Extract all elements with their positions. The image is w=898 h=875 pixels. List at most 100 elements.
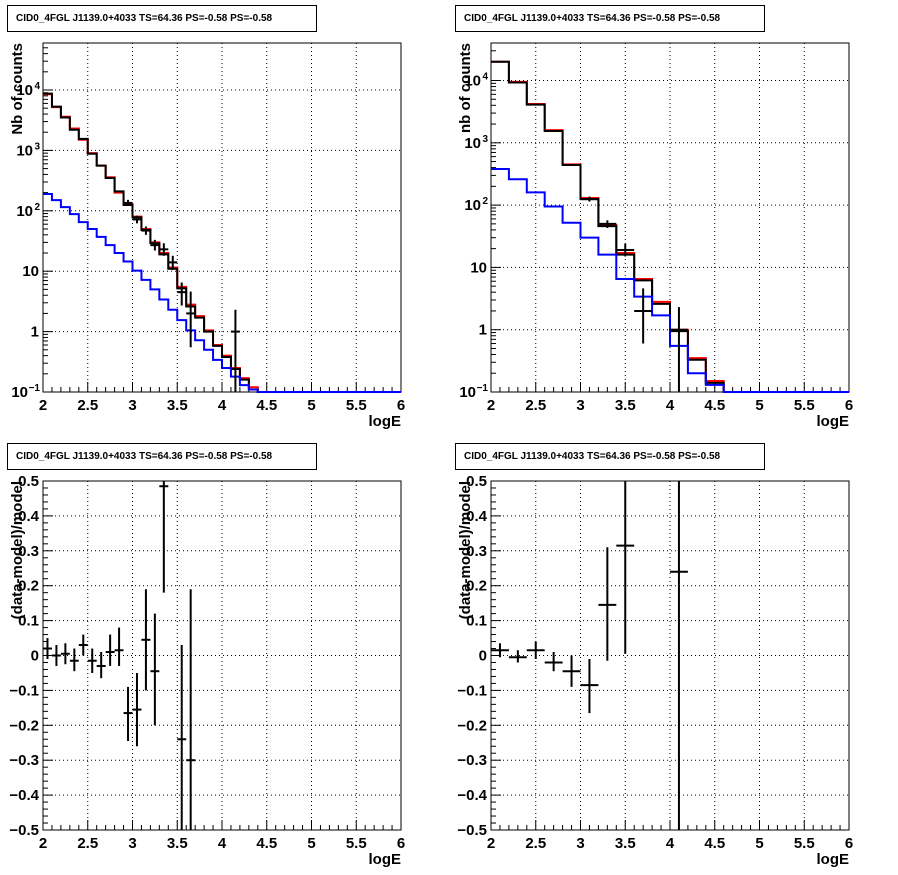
chart-panel: 2 2.5 3 3.5 4 4.5 5 5.5 6 −0.5 −0.4 −0.3 −0.2 −0.1 0 0.…: [457, 473, 853, 868]
y-tick-label-exponent: 4: [482, 72, 488, 83]
x-tick-label: 4: [666, 835, 675, 852]
data-point: [60, 643, 70, 665]
data-point: [87, 648, 97, 673]
y-tick-label: 0.4: [466, 508, 488, 525]
data-point: [69, 648, 79, 672]
x-tick-label: 4.5: [704, 397, 725, 414]
data-point: [670, 481, 688, 830]
x-tick-label: 3.5: [167, 835, 188, 852]
data-point: [123, 686, 133, 742]
y-tick-label-exponent: −1: [29, 383, 41, 394]
data-point: [616, 481, 635, 654]
data-point: [580, 658, 599, 714]
data-point: [508, 650, 527, 663]
data-point: [670, 307, 688, 392]
x-tick-label: 3.5: [615, 835, 636, 852]
y-tick-label: 0: [479, 648, 487, 665]
data-point: [132, 215, 142, 224]
data-point: [177, 645, 187, 830]
y-tick-label: 0.4: [18, 508, 40, 525]
x-tick-label: 2.5: [77, 835, 98, 852]
y-tick-label: 0.2: [18, 578, 39, 595]
x-tick-label: 3: [128, 835, 136, 852]
x-tick-label: 2.5: [525, 835, 546, 852]
y-tick-label: 0.1: [466, 613, 487, 630]
y-tick-label-exponent: 3: [34, 141, 40, 152]
data-point: [168, 255, 178, 270]
y-tick-label: 1: [31, 324, 39, 341]
panel-title: CID0_4FGL J1139.0+4033 TS=64.36 PS=-0.58…: [455, 443, 765, 470]
x-tick-label: 4.5: [256, 835, 277, 852]
data-point: [159, 481, 169, 593]
y-tick-label: 0.3: [466, 543, 487, 560]
y-tick-label-exponent: 3: [482, 134, 488, 145]
y-tick-label: 10: [464, 73, 481, 90]
series-line: [43, 192, 401, 393]
series-line: [43, 92, 401, 393]
data-point: [159, 243, 169, 256]
x-tick-label: 4.5: [704, 835, 725, 852]
y-tick-label-exponent: 2: [34, 202, 40, 213]
data-point: [616, 243, 635, 257]
data-point: [150, 613, 160, 726]
y-tick-label: 0: [31, 648, 39, 665]
data-point: [491, 643, 509, 658]
x-tick-label: 4.5: [256, 397, 277, 414]
y-tick-label: 10: [16, 142, 33, 159]
y-tick-label-exponent: 4: [34, 81, 40, 92]
x-tick-label: 2: [39, 835, 47, 852]
y-axis-title: Nb of counts: [9, 43, 26, 135]
series-line: [491, 167, 849, 393]
y-tick-label: 1: [479, 322, 487, 339]
x-tick-label: 6: [845, 397, 853, 414]
x-tick-label: 5: [307, 397, 315, 414]
x-tick-label: 5: [755, 835, 763, 852]
y-tick-label: 0.3: [18, 543, 39, 560]
y-tick-label: −0.4: [457, 787, 487, 804]
data-point: [230, 309, 240, 392]
data-point: [123, 199, 133, 207]
data-point: [562, 655, 581, 687]
x-tick-label: 3.5: [615, 397, 636, 414]
y-tick-label: 10: [470, 259, 487, 276]
data-point: [150, 239, 160, 251]
panel-title: CID0_4FGL J1139.0+4033 TS=64.36 PS=-0.58…: [455, 5, 765, 32]
x-tick-label: 2: [487, 835, 495, 852]
x-tick-label: 5: [307, 835, 315, 852]
y-tick-label: 0.5: [466, 473, 487, 490]
x-tick-label: 2: [487, 397, 495, 414]
y-tick-label: −0.2: [9, 717, 39, 734]
x-axis-title: logE: [369, 413, 402, 430]
x-axis-title: logE: [369, 851, 402, 868]
panel-title: CID0_4FGL J1139.0+4033 TS=64.36 PS=-0.58…: [7, 443, 317, 470]
y-axis-title: (data-model)/model: [9, 481, 26, 619]
y-tick-label: 10: [16, 82, 33, 99]
data-point: [141, 589, 151, 691]
data-point: [96, 652, 106, 679]
x-tick-label: 5.5: [794, 397, 815, 414]
y-tick-label: −0.2: [457, 717, 487, 734]
x-tick-label: 6: [397, 835, 405, 852]
x-tick-label: 3: [576, 397, 584, 414]
data-point: [51, 645, 61, 666]
data-point: [114, 627, 124, 666]
data-point: [105, 634, 115, 666]
y-tick-label: −0.3: [9, 752, 39, 769]
data-point: [526, 641, 545, 659]
x-tick-label: 2.5: [77, 397, 98, 414]
data-point: [132, 672, 142, 747]
x-tick-label: 5.5: [794, 835, 815, 852]
y-tick-label: 0.1: [18, 613, 39, 630]
x-tick-label: 3: [128, 397, 136, 414]
y-tick-label: −0.3: [457, 752, 487, 769]
x-tick-label: 3.5: [167, 397, 188, 414]
y-tick-label-exponent: −1: [477, 383, 489, 394]
y-tick-label: 10: [22, 263, 39, 280]
y-axis-title: (data-model)/model: [457, 481, 474, 619]
data-point: [78, 634, 88, 656]
data-point: [186, 291, 196, 348]
y-tick-label: 0.2: [466, 578, 487, 595]
